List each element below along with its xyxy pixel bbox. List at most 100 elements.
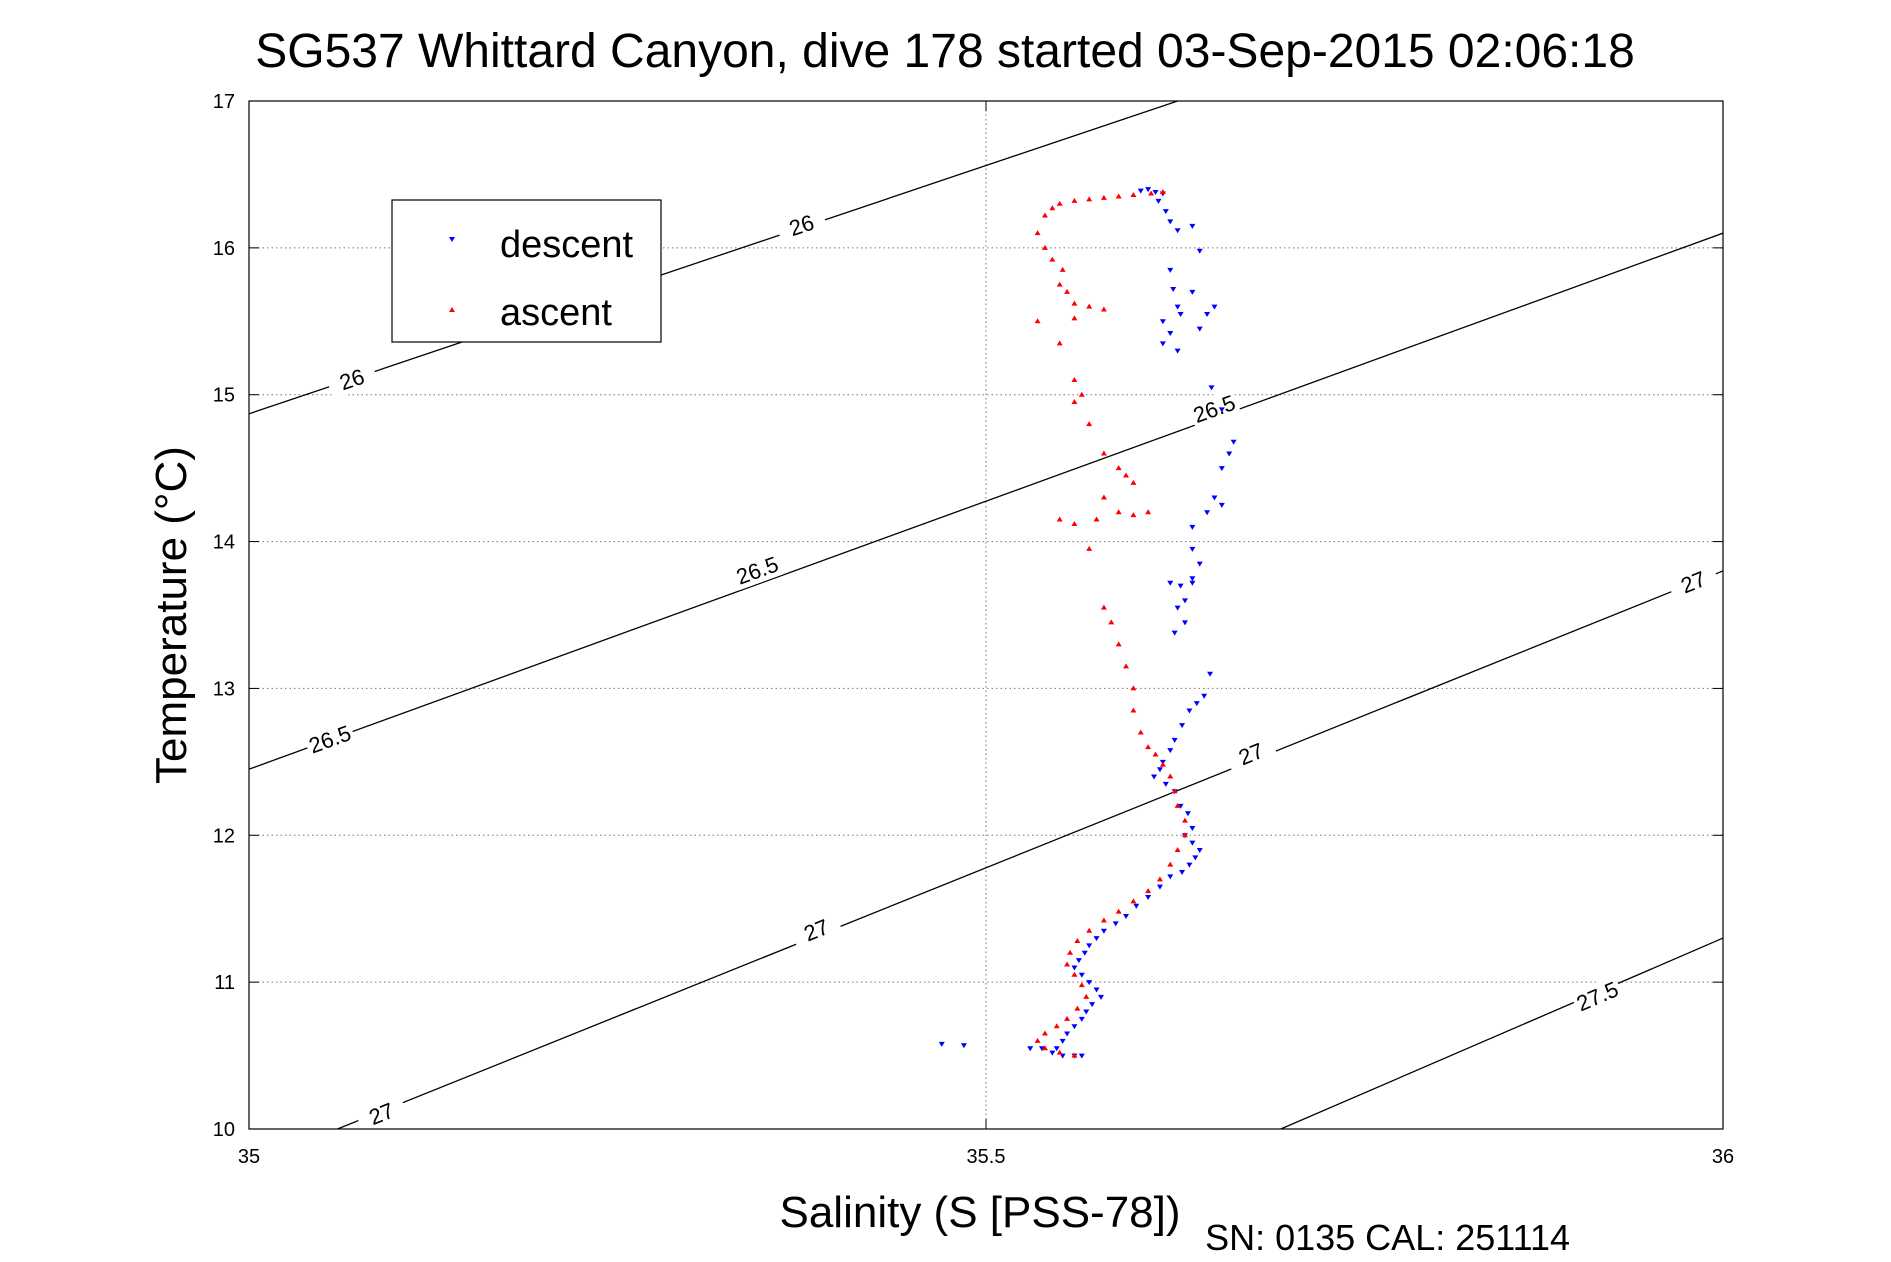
- ascent-point: [1174, 802, 1181, 808]
- ascent-point: [1156, 876, 1163, 882]
- descent-point: [1204, 311, 1211, 317]
- ascent-point: [1074, 938, 1081, 944]
- y-tick-label: 14: [213, 532, 235, 554]
- legend-box: [391, 199, 662, 343]
- descent-point: [1189, 840, 1196, 846]
- descent-point: [1133, 903, 1140, 909]
- descent-point: [1162, 209, 1169, 215]
- isopycnal-label-bg: [774, 204, 829, 245]
- descent-point: [1086, 980, 1093, 986]
- isopycnal-label: 26.5: [306, 720, 355, 758]
- ascent-point: [1100, 306, 1107, 312]
- descent-point: [1218, 466, 1225, 472]
- ascent-point: [1067, 949, 1074, 955]
- ascent-point: [1049, 205, 1056, 211]
- descent-point: [1201, 693, 1208, 699]
- descent-point: [1145, 894, 1152, 900]
- chart-title: SG537 Whittard Canyon, dive 178 started …: [255, 25, 1635, 78]
- y-tick-label: 11: [214, 972, 235, 994]
- isopycnal-label-bg: [1666, 560, 1721, 603]
- descent-point: [1093, 936, 1100, 942]
- isopycnal-label: 27.5: [1573, 976, 1622, 1016]
- ascent-point: [1064, 961, 1071, 967]
- descent-point: [1049, 1050, 1056, 1056]
- descent-point: [1174, 304, 1181, 310]
- isopycnal-label-bg: [302, 718, 357, 760]
- descent-point: [1071, 965, 1078, 971]
- descent-point: [1179, 870, 1186, 875]
- ascent-point: [1053, 1023, 1060, 1029]
- ascent-point: [1078, 982, 1085, 988]
- serial-calibration-note: SN: 0135 CAL: 251114: [1205, 1217, 1570, 1258]
- ascent-point: [1145, 744, 1152, 750]
- ascent-point: [1152, 751, 1159, 757]
- descent-point: [1196, 847, 1203, 853]
- descent-point: [1211, 304, 1218, 310]
- descent-point: [1156, 767, 1163, 773]
- isopycnal-line: [249, 101, 1178, 415]
- ascent-point: [1056, 516, 1063, 522]
- ascent-point: [1123, 663, 1130, 669]
- ascent-point: [1145, 888, 1152, 894]
- isopycnal-line: [337, 570, 1723, 1129]
- y-tick-label: 10: [213, 1119, 235, 1141]
- descent-point: [1171, 737, 1178, 743]
- legend-ascent-marker: [449, 307, 455, 312]
- descent-point: [1167, 219, 1174, 225]
- data-points: [938, 187, 1237, 1059]
- ascent-point: [1137, 729, 1144, 735]
- descent-point: [1083, 1009, 1090, 1015]
- descent-point: [1078, 1053, 1085, 1059]
- descent-point: [938, 1041, 945, 1047]
- descent-point: [1186, 862, 1193, 868]
- descent-point: [1171, 630, 1178, 636]
- ascent-point: [1108, 619, 1115, 625]
- ascent-point: [1071, 197, 1078, 203]
- ascent-point: [1071, 520, 1078, 526]
- descent-point: [1189, 825, 1196, 831]
- descent-point: [1059, 1038, 1066, 1044]
- ascent-point: [1071, 377, 1078, 383]
- isopycnal-line: [249, 232, 1723, 770]
- descent-point: [1170, 286, 1177, 292]
- isopycnal-line: [1280, 937, 1723, 1129]
- descent-point: [1174, 228, 1181, 234]
- x-tick-label: 35: [238, 1146, 260, 1168]
- y-tick-label: 12: [213, 825, 235, 847]
- isopycnal-label-bg: [1223, 732, 1279, 775]
- isopycnal-label-bg: [788, 908, 844, 951]
- descent-point: [1053, 1046, 1060, 1052]
- ascent-point: [1071, 1052, 1078, 1058]
- ascent-point: [1041, 244, 1048, 250]
- ascent-point: [1130, 707, 1137, 713]
- isopycnal-label-bg: [324, 359, 379, 400]
- ascent-point: [1100, 604, 1107, 610]
- descent-point: [1192, 855, 1199, 861]
- descent-point: [1204, 510, 1211, 516]
- legend: descent ascent: [391, 199, 662, 343]
- y-tick-label: 15: [213, 385, 235, 407]
- ascent-point: [1167, 861, 1174, 867]
- descent-point: [1189, 580, 1196, 586]
- ascent-point: [1071, 971, 1078, 977]
- ascent-point: [1056, 281, 1063, 287]
- ascent-point: [1130, 191, 1137, 197]
- descent-point: [1189, 289, 1196, 295]
- ascent-point: [1181, 832, 1188, 838]
- ascent-point: [1034, 1037, 1041, 1043]
- isopycnal-label-bg: [730, 549, 785, 591]
- descent-point: [1226, 451, 1233, 457]
- x-axis-label: Salinity (S [PSS-78]): [779, 1188, 1180, 1237]
- ascent-point: [1123, 472, 1130, 478]
- descent-point: [1075, 958, 1082, 964]
- descent-point: [1167, 267, 1174, 273]
- descent-point: [1208, 385, 1215, 391]
- descent-point: [1078, 1016, 1085, 1022]
- descent-point: [1089, 1002, 1096, 1008]
- y-tick-label: 17: [213, 91, 235, 113]
- ascent-point: [1078, 391, 1085, 397]
- ascent-point: [1071, 300, 1078, 306]
- descent-point: [1189, 546, 1196, 552]
